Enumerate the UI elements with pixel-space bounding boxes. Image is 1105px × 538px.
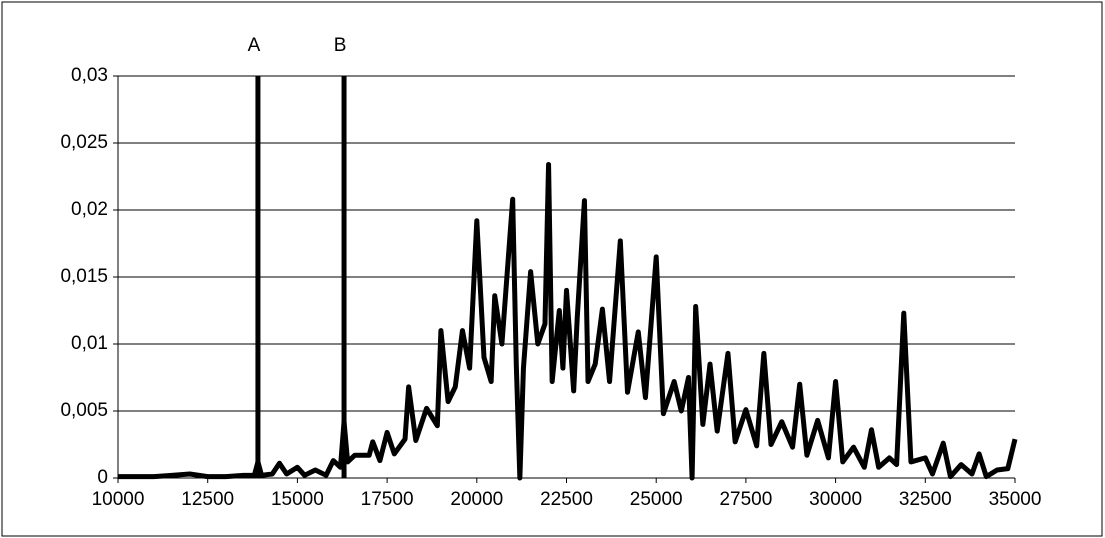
data-line [118, 161, 1018, 481]
x-tick-label: 10000 [92, 489, 145, 510]
x-tick-label: 30000 [809, 489, 862, 510]
x-tick-label: 15000 [271, 489, 324, 510]
y-tick-label: 0,025 [60, 132, 108, 153]
x-tick-label: 32500 [899, 489, 952, 510]
y-tick-label: 0,02 [71, 199, 108, 220]
x-tick-label: 27500 [719, 489, 772, 510]
x-tick-label: 20000 [450, 489, 503, 510]
y-tick-label: 0 [97, 467, 108, 488]
x-tick-label: 35000 [989, 489, 1042, 510]
x-tick-label: 17500 [361, 489, 414, 510]
y-tick-label: 0,01 [71, 333, 108, 354]
annotation-label: B [334, 35, 347, 56]
x-tick-label: 25000 [630, 489, 683, 510]
y-tick-label: 0,03 [71, 65, 108, 86]
x-tick-label: 12500 [181, 489, 234, 510]
annotation-label: A [248, 35, 261, 56]
y-tick-label: 0,005 [60, 400, 108, 421]
x-tick-label: 22500 [540, 489, 593, 510]
y-tick-label: 0,015 [60, 266, 108, 287]
